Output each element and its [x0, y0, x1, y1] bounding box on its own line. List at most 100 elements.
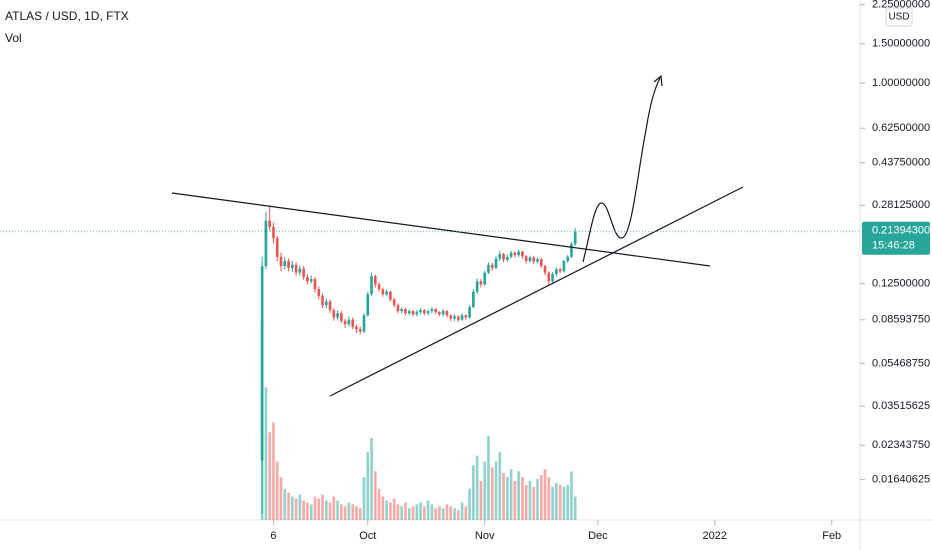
candle-body: [490, 264, 494, 268]
candle-body: [373, 276, 377, 285]
volume-bar: [328, 502, 332, 520]
volume-bar: [528, 481, 532, 520]
volume-bar: [494, 461, 498, 520]
countdown: 15:46:28: [872, 240, 915, 252]
candle-body: [483, 272, 487, 285]
candle-body: [385, 291, 388, 295]
candle-body: [475, 281, 479, 292]
volume-bar: [441, 508, 445, 520]
y-tick-label: 0.08593750: [872, 314, 930, 326]
volume-bar: [302, 500, 305, 520]
candle-body: [509, 252, 513, 257]
volume-bar: [524, 484, 528, 520]
volume-bar: [483, 461, 487, 520]
candle-body: [306, 276, 309, 282]
x-tick-label: Feb: [822, 530, 841, 542]
volume-bar: [517, 471, 520, 520]
volume-bar: [366, 451, 370, 520]
volume-bar: [456, 510, 460, 520]
candle-body: [456, 316, 460, 320]
volume-bar: [313, 496, 317, 520]
volume-bar: [415, 504, 419, 520]
y-tick-label: 1.50000000: [872, 38, 930, 50]
volume-bar: [279, 477, 283, 520]
volume-bar: [570, 471, 573, 520]
candle-body: [536, 259, 539, 262]
candle-body: [498, 253, 502, 259]
y-tick-label: 2.25000000: [872, 0, 930, 11]
volume-bar: [362, 477, 366, 520]
y-tick-label: 0.43750000: [872, 157, 930, 169]
candle-body: [355, 326, 358, 330]
volume-bar: [566, 484, 569, 520]
candle-body: [381, 289, 385, 295]
volume-bar: [536, 479, 539, 520]
volume-bar: [513, 481, 517, 520]
candle-body: [502, 253, 505, 260]
price-label: 0.21394300: [872, 225, 930, 237]
candle-body: [260, 266, 264, 461]
candle-body: [517, 251, 520, 256]
candle-body: [407, 311, 411, 314]
x-tick-label: Dec: [588, 530, 608, 542]
candle-body: [539, 259, 543, 267]
candle-body: [279, 256, 283, 267]
candle-body: [317, 289, 321, 296]
candle-body: [472, 291, 475, 308]
y-tick-label: 0.28125000: [872, 199, 930, 211]
candle-body: [400, 309, 404, 312]
volume-bar: [411, 506, 415, 520]
candle-body: [283, 261, 287, 267]
candle-body: [524, 256, 528, 262]
candle-body: [423, 310, 426, 314]
candle-body: [411, 311, 415, 315]
volume-bar: [400, 506, 404, 520]
volume-bar: [490, 467, 494, 520]
volume-bar: [445, 504, 449, 520]
candle-body: [449, 315, 453, 319]
y-tick-label: 0.01640625: [872, 474, 930, 486]
candle-body: [521, 251, 524, 257]
candle-body: [362, 315, 366, 332]
volume-bar: [460, 502, 464, 520]
volume-bar: [547, 477, 551, 520]
volume-bar: [468, 488, 471, 520]
candle-body: [294, 264, 298, 273]
volume-bar: [502, 473, 505, 520]
candle-body: [570, 244, 573, 257]
volume-bar: [392, 498, 396, 520]
volume-bar: [426, 500, 430, 520]
volume-bar: [475, 455, 479, 520]
candle-body: [453, 316, 456, 319]
volume-bar: [521, 477, 524, 520]
volume-bar: [555, 482, 558, 520]
volume-bar: [355, 506, 358, 520]
x-tick-label: Oct: [359, 530, 376, 542]
candle-body: [434, 309, 437, 313]
candle-body: [309, 279, 313, 282]
volume-bar: [294, 498, 298, 520]
volume-bar: [430, 504, 434, 520]
candle-body: [479, 281, 483, 285]
candle-body: [441, 311, 445, 315]
candle-body: [404, 309, 407, 314]
volume-bar: [321, 494, 324, 520]
candle-body: [275, 238, 279, 257]
volume-bar: [287, 492, 290, 520]
volume-bar: [539, 475, 543, 520]
volume-bar: [453, 508, 456, 520]
volume-bar: [332, 496, 336, 520]
candle-body: [272, 226, 275, 239]
volume-bar: [509, 469, 513, 520]
candle-body: [547, 272, 551, 282]
candle-body: [532, 257, 536, 262]
y-tick-label: 0.03515625: [872, 400, 930, 412]
currency-box[interactable]: [885, 7, 913, 27]
x-tick-label: 2022: [703, 530, 727, 542]
trend-line: [171, 192, 711, 267]
candle-body: [494, 258, 498, 268]
volume-bar: [532, 486, 536, 520]
volume-bar: [275, 461, 279, 520]
candle-body: [336, 313, 339, 318]
